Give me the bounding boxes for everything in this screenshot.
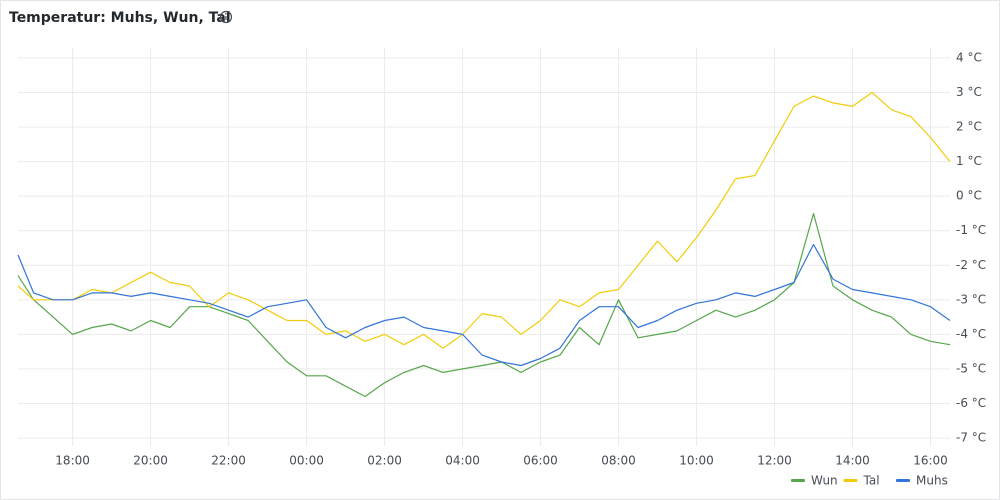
y-tick-label: 4 °C — [956, 51, 982, 65]
y-tick-label: 1 °C — [956, 154, 982, 168]
x-tick-label: 16:00 — [913, 454, 948, 468]
legend-swatch — [791, 479, 805, 482]
line-series — [17, 243, 951, 367]
y-tick-label: 0 °C — [956, 189, 982, 203]
x-tick-label: 06:00 — [523, 454, 558, 468]
chart-title: Temperatur: Muhs, Wun, Tal — [9, 10, 231, 26]
x-tick-label: 12:00 — [757, 454, 792, 468]
y-tick-label: -4 °C — [956, 327, 986, 341]
y-tick-label: 2 °C — [956, 120, 982, 134]
legend-swatch — [843, 479, 858, 482]
y-tick-label: -5 °C — [956, 361, 986, 375]
x-tick-label: 08:00 — [601, 454, 636, 468]
legend-label: Wun — [811, 474, 838, 488]
y-tick-label: -6 °C — [956, 396, 986, 410]
y-tick-label: -7 °C — [956, 431, 986, 445]
x-tick-label: 04:00 — [445, 454, 480, 468]
info-icon[interactable] — [219, 10, 233, 24]
legend-label: Muhs — [916, 474, 948, 488]
y-tick-label: 3 °C — [956, 85, 982, 99]
legend-label: Tal — [863, 474, 880, 488]
y-tick-label: -3 °C — [956, 292, 986, 306]
x-tick-label: 18:00 — [55, 454, 90, 468]
y-tick-label: -1 °C — [956, 223, 986, 237]
x-tick-label: 20:00 — [133, 454, 168, 468]
legend-swatch — [896, 479, 910, 482]
x-tick-label: 00:00 — [289, 454, 324, 468]
line-series — [17, 91, 951, 349]
x-tick-label: 10:00 — [679, 454, 714, 468]
x-tick-label: 02:00 — [367, 454, 402, 468]
y-tick-label: -2 °C — [956, 258, 986, 272]
x-tick-label: 14:00 — [835, 454, 870, 468]
x-tick-label: 22:00 — [211, 454, 246, 468]
